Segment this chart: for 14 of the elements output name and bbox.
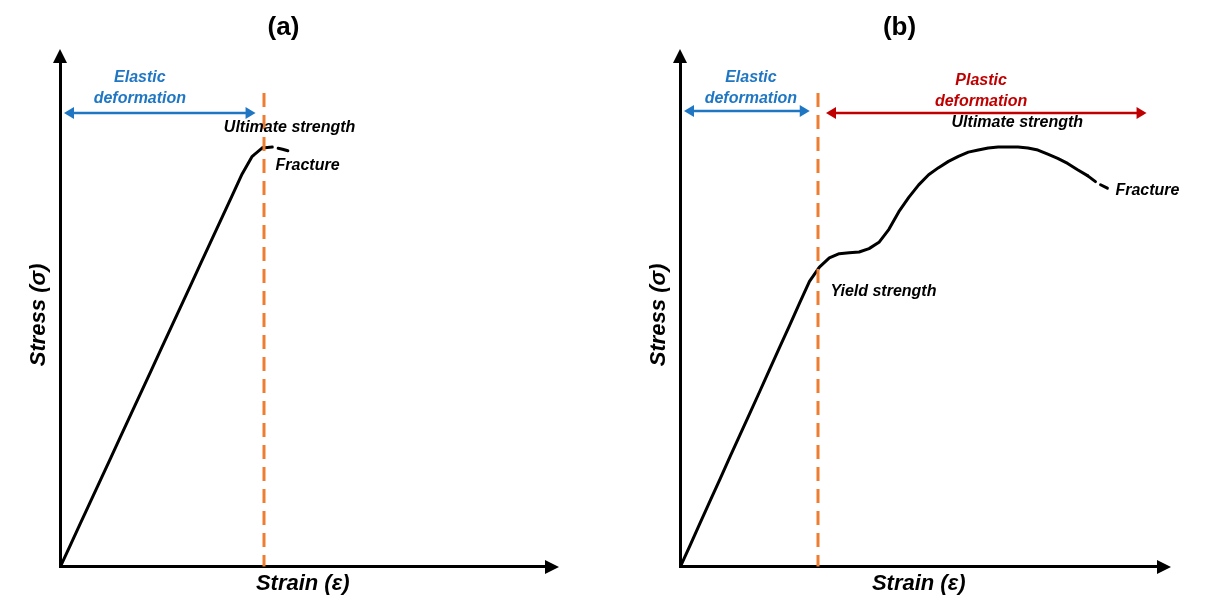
- x-axis-title: Strain (ε): [871, 569, 966, 595]
- annotation: Fracture: [1115, 179, 1180, 200]
- annotation: Fracture: [275, 154, 340, 175]
- y-axis-title: Stress (σ): [25, 263, 51, 367]
- text: Ultimate strength: [951, 111, 1084, 132]
- text: Plastic deformation: [933, 70, 1029, 112]
- text: Elastic deformation: [92, 67, 188, 109]
- chart-title: (b): [882, 10, 917, 41]
- annotation: Yield strength: [830, 280, 937, 301]
- chart-title: (a): [267, 10, 300, 41]
- text: Elastic deformation: [703, 67, 799, 109]
- x-axis-title: Strain (ε): [255, 569, 350, 595]
- text: Ultimate strength: [223, 116, 356, 137]
- y-axis-title: Stress (σ): [645, 263, 671, 367]
